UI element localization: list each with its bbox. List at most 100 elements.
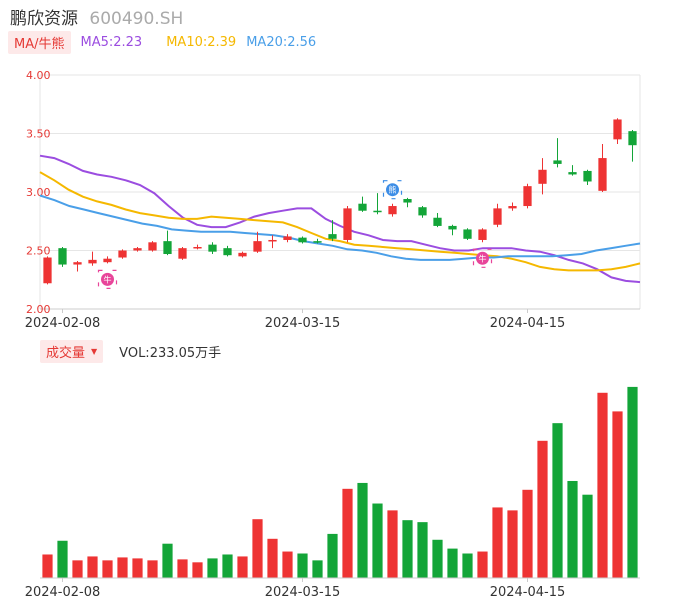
badge-circle xyxy=(101,272,114,286)
candle-body xyxy=(373,210,382,213)
badge-text: 牛 xyxy=(479,253,487,263)
ma20-line xyxy=(39,194,641,261)
volume-bar xyxy=(432,539,443,578)
kline-y-axis: 4.00 3.50 3.00 2.50 2.00 xyxy=(26,69,51,316)
candle-body xyxy=(343,208,352,240)
candle-body xyxy=(583,170,592,182)
candle-body xyxy=(388,206,397,215)
ma10-line xyxy=(39,171,641,272)
bull-signal-badge[interactable]: 牛 xyxy=(97,269,118,289)
candle-body xyxy=(328,234,337,239)
y-tick-label: 2.00 xyxy=(26,303,51,316)
kline-x-axis: 2024-02-08 2024-03-15 2024-04-15 xyxy=(25,309,565,331)
volume-bar xyxy=(87,556,98,578)
badge-frame xyxy=(382,180,403,200)
volume-bar xyxy=(447,548,458,578)
volume-bar xyxy=(552,423,563,578)
candle-body xyxy=(613,119,622,140)
candle-body xyxy=(253,241,262,252)
y-tick-label: 4.00 xyxy=(26,69,51,82)
candlesticks xyxy=(43,118,637,285)
volume-bar xyxy=(162,543,173,578)
candle-body xyxy=(163,241,172,255)
x-tick-label: 2024-03-15 xyxy=(265,585,341,600)
volume-bar xyxy=(462,553,473,578)
bull-signal-badge[interactable]: 牛 xyxy=(472,248,493,268)
candle-body xyxy=(223,248,232,256)
volume-bar xyxy=(387,510,398,578)
candle-body xyxy=(208,244,217,252)
candle-body xyxy=(478,229,487,240)
candle-body xyxy=(103,258,112,263)
candle-body xyxy=(193,246,202,249)
candle-body xyxy=(73,262,82,265)
candle-body xyxy=(598,158,607,191)
volume-bar xyxy=(42,554,53,578)
x-tick-label: 2024-03-15 xyxy=(265,316,341,331)
candle-body xyxy=(508,206,517,209)
volume-bar xyxy=(402,520,413,578)
candle-body xyxy=(43,257,52,284)
bear-signal-badge[interactable]: 熊 xyxy=(382,180,403,200)
ma20-value: MA20:2.56 xyxy=(246,34,317,50)
badge-frame xyxy=(472,248,493,268)
candle-body xyxy=(178,248,187,259)
candle-body xyxy=(133,248,142,251)
volume-bar xyxy=(327,533,338,578)
badge-circle xyxy=(386,183,399,197)
candle-body xyxy=(283,236,292,240)
volume-bar xyxy=(267,538,278,578)
volume-bars xyxy=(42,386,638,578)
candle-body xyxy=(538,169,547,184)
dropdown-caret-icon: ▼ xyxy=(91,346,98,356)
volume-bar xyxy=(417,522,428,578)
volume-bar xyxy=(372,503,383,578)
candle-body xyxy=(418,207,427,216)
volume-bar xyxy=(522,489,533,578)
candle-body xyxy=(313,241,322,243)
candle-body xyxy=(238,252,247,257)
ma-legend: MA/牛熊 MA5:2.23 MA10:2.39 MA20:2.56 xyxy=(8,30,317,54)
volume-bar xyxy=(132,558,143,578)
volume-indicator-dropdown[interactable]: 成交量 ▼ xyxy=(40,339,104,363)
y-tick-label: 3.50 xyxy=(26,128,51,141)
badge-circle xyxy=(476,251,489,265)
y-tick-label: 2.50 xyxy=(26,245,51,258)
candle-body xyxy=(628,131,637,146)
volume-bar xyxy=(222,554,233,578)
volume-bar xyxy=(357,482,368,578)
badge-text: 熊 xyxy=(389,185,397,195)
x-tick-label: 2024-04-15 xyxy=(490,585,566,600)
ma5-value: MA5:2.23 xyxy=(80,34,143,50)
ma10-value: MA10:2.39 xyxy=(166,34,237,50)
volume-value: VOL:233.05万手 xyxy=(119,345,222,361)
candle-body xyxy=(118,250,127,258)
kline-grid xyxy=(39,74,641,310)
volume-indicator-label: 成交量 xyxy=(46,345,86,361)
candle-body xyxy=(58,248,67,265)
volume-bar xyxy=(597,392,608,578)
volume-bar xyxy=(582,494,593,578)
candle-body xyxy=(148,242,157,251)
volume-bar xyxy=(282,551,293,578)
badge-text: 牛 xyxy=(104,274,112,284)
candle-body xyxy=(298,237,307,243)
moving-average-lines xyxy=(39,154,641,284)
candle-body xyxy=(568,172,577,175)
y-tick-label: 3.00 xyxy=(26,186,51,199)
candle-body xyxy=(358,203,367,211)
candle-body xyxy=(463,229,472,239)
stock-code: 600490.SH xyxy=(89,9,184,29)
candle-body xyxy=(523,186,532,207)
ma-indicator-button[interactable]: MA/牛熊 xyxy=(8,30,71,54)
volume-legend: 成交量 ▼ VOL:233.05万手 xyxy=(40,339,222,363)
x-tick-label: 2024-02-08 xyxy=(25,316,101,331)
candle-body xyxy=(553,160,562,164)
volume-bar xyxy=(492,507,503,578)
candle-body xyxy=(88,259,97,264)
volume-bar xyxy=(192,562,203,578)
volume-bar xyxy=(102,560,113,578)
candle-body xyxy=(433,217,442,226)
volume-bar xyxy=(147,560,158,578)
